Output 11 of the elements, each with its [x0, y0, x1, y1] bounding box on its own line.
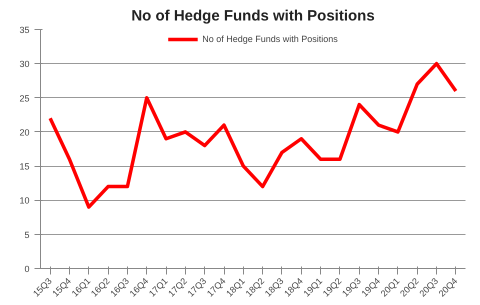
y-tick-label: 20: [19, 127, 30, 138]
y-tick-label: 15: [19, 162, 30, 172]
legend-label: No of Hedge Funds with Positions: [202, 34, 338, 44]
y-tick-label: 10: [19, 196, 30, 206]
y-tick-label: 30: [19, 59, 30, 70]
y-tick-label: 5: [24, 230, 30, 240]
y-tick-label: 35: [19, 25, 30, 35]
y-tick-label: 0: [24, 264, 30, 274]
chart-title: No of Hedge Funds with Positions: [131, 8, 375, 24]
y-tick-label: 25: [19, 93, 30, 104]
line-series: [48, 62, 458, 209]
